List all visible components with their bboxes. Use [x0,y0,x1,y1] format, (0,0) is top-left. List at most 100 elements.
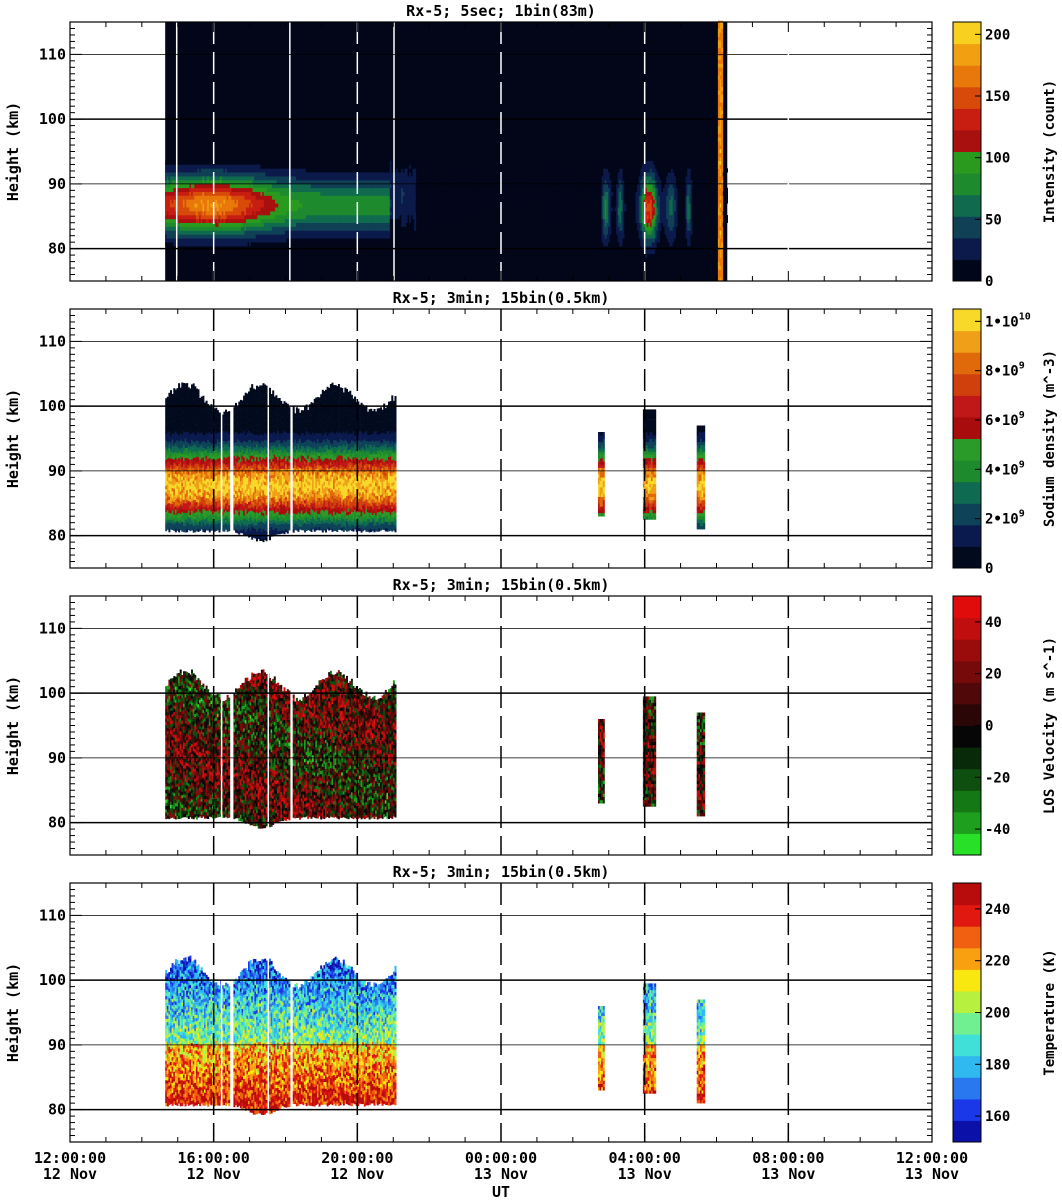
intensity-cell [467,168,469,172]
intensity-cell [619,254,621,258]
intensity-cell [590,211,592,215]
intensity-cell [430,192,432,196]
intensity-cell [721,234,723,238]
intensity-cell [464,188,466,192]
intensity-cell [660,176,662,180]
intensity-cell [623,238,625,242]
intensity-cell [721,21,723,25]
intensity-cell [678,192,680,196]
intensity-cell [624,231,626,235]
intensity-cell [610,238,612,242]
intensity-cell [581,203,583,207]
intensity-cell [564,219,566,223]
intensity-cell [560,211,562,215]
intensity-cell [210,231,212,235]
intensity-cell [721,188,723,192]
colorbar-tick-label: 50 [985,212,1002,228]
intensity-cell [414,227,416,231]
intensity-cell [721,98,723,102]
intensity-cell [721,87,723,91]
intensity-cell [231,227,233,231]
intensity-cell [453,219,455,223]
intensity-cell [210,242,212,246]
intensity-cell [611,188,613,192]
intensity-cell [552,219,554,223]
intensity-cell [210,211,212,215]
intensity-cell [545,196,547,200]
intensity-cell [726,199,728,203]
intensity-cell [721,203,723,207]
intensity-cell [673,165,675,169]
intensity-cell [388,234,390,238]
intensity-cell [721,153,723,157]
intensity-cell [726,196,728,200]
intensity-cell [403,157,405,161]
intensity-cell [479,184,481,188]
intensity-cell [674,242,676,246]
intensity-cell [606,161,608,165]
intensity-cell [692,199,694,203]
intensity-cell [419,176,421,180]
intensity-cell [721,176,723,180]
intensity-cell [398,161,400,165]
intensity-cell [610,231,612,235]
intensity-cell [721,60,723,64]
intensity-cell [480,207,482,211]
intensity-cell [548,223,550,227]
intensity-cell [414,161,416,165]
intensity-cell [448,192,450,196]
intensity-cell [543,203,545,207]
intensity-cell [660,238,662,242]
intensity-cell [582,199,584,203]
data-gap [393,22,395,281]
intensity-cell [210,203,212,207]
intensity-cell [623,168,625,172]
intensity-cell [726,188,728,192]
intensity-cell [721,91,723,95]
intensity-cell [532,215,534,219]
intensity-cell [480,192,482,196]
intensity-cell [556,211,558,215]
intensity-cell [532,184,534,188]
intensity-cell [467,192,469,196]
intensity-cell [404,231,406,235]
intensity-cell [611,192,613,196]
intensity-cell [455,199,457,203]
colorbar-tick-label: 0 [985,274,993,290]
intensity-cell [606,250,608,254]
intensity-cell [463,161,465,165]
intensity-cell [505,199,507,203]
intensity-cell [429,207,431,211]
intensity-cell [451,188,453,192]
intensity-cell [414,219,416,223]
intensity-cell [624,219,626,223]
intensity-cell [497,192,499,196]
intensity-cell [514,199,516,203]
intensity-cell [543,215,545,219]
intensity-cell [564,196,566,200]
colorbar-label: Intensity (count) [1042,80,1058,223]
intensity-cell [398,157,400,161]
intensity-cell [231,238,233,242]
intensity-cell [678,215,680,219]
intensity-cell [231,219,233,223]
intensity-cell [624,223,626,227]
intensity-cell [548,165,550,169]
intensity-cell [595,161,597,165]
intensity-cell [210,168,212,172]
intensity-cell [416,188,418,192]
intensity-cell [678,203,680,207]
intensity-cell [231,188,233,192]
intensity-cell [497,199,499,203]
intensity-cell [548,215,550,219]
intensity-cell [624,203,626,207]
intensity-cell [522,184,524,188]
panel-title: Rx-5; 5sec; 1bin(83m) [406,2,596,20]
intensity-cell [691,227,693,231]
intensity-cell [721,126,723,130]
intensity-cell [592,199,594,203]
intensity-cell [490,199,492,203]
intensity-cell [396,227,398,231]
intensity-cell [477,168,479,172]
intensity-cell [561,196,563,200]
